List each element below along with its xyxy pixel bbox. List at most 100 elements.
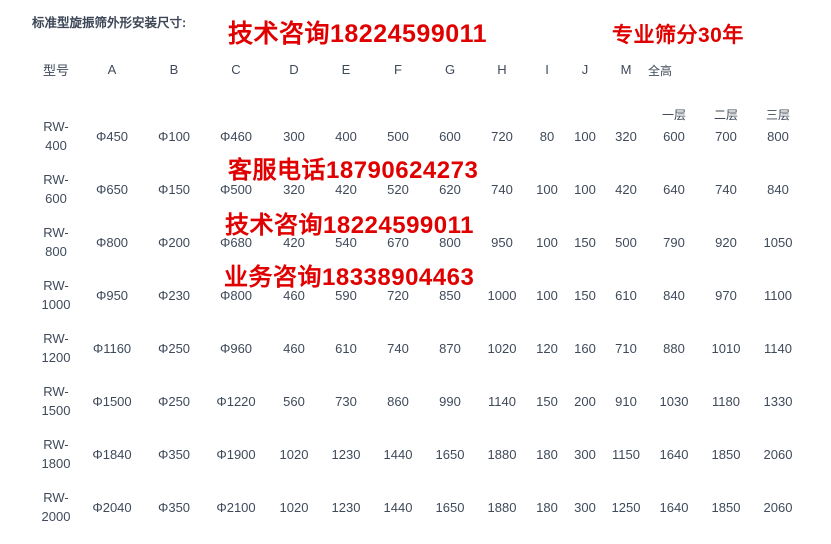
- cell-value: 160: [574, 341, 596, 356]
- model-size: 2000: [41, 508, 71, 524]
- cell-value: 1650: [435, 447, 465, 462]
- cell-value: 1250: [611, 500, 641, 515]
- cell-value: 2060: [763, 447, 793, 462]
- table-row: RW- 2000 Φ2040 Φ350 Φ2100 1020 1230 1440 1650 188…: [32, 481, 804, 534]
- table-row: RW- 1000 Φ950 Φ230 Φ800 460 590 720 850 1000 100 15…: [32, 269, 804, 322]
- table-row: RW- 1200 Φ1160 Φ250 Φ960 460 610 740 870 1020 120 1…: [32, 322, 804, 375]
- model-size: 1000: [41, 296, 71, 312]
- specification-table: 型号 A B C D E F G H I J M 全高: [32, 58, 804, 534]
- cell-value: Φ460: [219, 129, 253, 144]
- cell-value: 150: [574, 235, 596, 250]
- cell-value: 100: [574, 182, 596, 197]
- model-prefix: RW-: [43, 489, 69, 505]
- column-header-g: G: [444, 62, 456, 77]
- cell-value: 300: [283, 129, 305, 144]
- cell-value: 1640: [659, 447, 689, 462]
- column-header-e: E: [341, 62, 351, 77]
- cell-value: 500: [615, 235, 637, 250]
- cell-value: 500: [387, 129, 409, 144]
- table-header-row: 型号 A B C D E F G H I J M 全高: [32, 58, 804, 122]
- cell-value: Φ1840: [92, 447, 132, 462]
- cell-value: 1230: [331, 447, 361, 462]
- cell-value: 1030: [659, 394, 689, 409]
- column-header-layer-2: 二层: [713, 108, 738, 122]
- column-header-model: 型号: [42, 63, 69, 78]
- cell-value: Φ1900: [216, 447, 256, 462]
- cell-value: Φ200: [157, 235, 191, 250]
- cell-value: Φ350: [157, 447, 191, 462]
- cell-value: 1100: [764, 288, 792, 303]
- model-size: 800: [45, 243, 67, 259]
- cell-value: 620: [439, 182, 461, 197]
- model-prefix: RW-: [43, 383, 69, 399]
- cell-value: 80: [539, 129, 555, 144]
- column-header-m: M: [620, 62, 632, 77]
- cell-value: 460: [283, 288, 305, 303]
- cell-value: 1650: [435, 500, 465, 515]
- cell-value: 840: [767, 182, 789, 197]
- model-prefix: RW-: [43, 277, 69, 293]
- cell-value: Φ450: [95, 129, 129, 144]
- model-prefix: RW-: [43, 224, 69, 240]
- cell-value: 1330: [763, 394, 793, 409]
- cell-value: 1020: [487, 341, 517, 356]
- cell-value: Φ950: [95, 288, 129, 303]
- cell-value: 300: [574, 447, 596, 462]
- cell-model: RW- 1000: [32, 269, 80, 322]
- cell-value: 1440: [383, 447, 413, 462]
- cell-value: 150: [536, 394, 558, 409]
- watermark-sales-phone: 业务咨询18338904463: [224, 264, 475, 291]
- cell-value: 1140: [764, 341, 792, 356]
- cell-value: 740: [491, 182, 513, 197]
- column-header-f: F: [394, 62, 402, 77]
- cell-value: Φ350: [157, 500, 191, 515]
- cell-value: 460: [283, 341, 305, 356]
- model-size: 1800: [41, 455, 71, 471]
- cell-value: 1050: [763, 235, 793, 250]
- watermark-service-phone: 客服电话18790624273: [228, 157, 479, 184]
- cell-value: 200: [574, 394, 596, 409]
- cell-value: 640: [663, 182, 685, 197]
- cell-value: 910: [615, 394, 637, 409]
- table-row: RW- 800 Φ800 Φ200 Φ680 420 540 670 800 950 100 150 5…: [32, 216, 804, 269]
- cell-value: 860: [387, 394, 409, 409]
- model-size: 600: [45, 190, 67, 206]
- cell-value: 600: [663, 129, 685, 144]
- cell-model: RW- 1500: [32, 375, 80, 428]
- cell-value: 100: [574, 129, 596, 144]
- cell-value: 880: [663, 341, 685, 356]
- cell-value: Φ1500: [92, 394, 132, 409]
- cell-value: Φ1220: [216, 394, 256, 409]
- cell-value: 740: [715, 182, 737, 197]
- column-header-d: D: [289, 62, 299, 77]
- cell-value: 720: [387, 288, 409, 303]
- watermark-top-phone: 技术咨询18224599011: [228, 20, 488, 48]
- column-header-h: H: [497, 62, 507, 77]
- page-title: 标准型旋振筛外形安装尺寸:: [32, 16, 187, 30]
- cell-value: 800: [767, 129, 789, 144]
- cell-value: Φ150: [157, 182, 191, 197]
- model-prefix: RW-: [43, 436, 69, 452]
- cell-value: 180: [536, 447, 558, 462]
- cell-value: Φ250: [157, 394, 191, 409]
- table-row: RW- 600 Φ650 Φ150 Φ500 320 420 520 620 740 100 100 4…: [32, 163, 804, 216]
- cell-value: 420: [283, 235, 305, 250]
- cell-model: RW- 1800: [32, 428, 80, 481]
- cell-value: Φ230: [157, 288, 191, 303]
- cell-value: 180: [536, 500, 558, 515]
- cell-value: 600: [439, 129, 461, 144]
- cell-value: 300: [574, 500, 596, 515]
- cell-value: 1000: [487, 288, 517, 303]
- cell-value: 590: [335, 288, 357, 303]
- cell-value: 100: [536, 235, 558, 250]
- cell-value: 320: [615, 129, 637, 144]
- cell-value: 990: [439, 394, 461, 409]
- cell-value: 730: [335, 394, 357, 409]
- cell-value: 420: [335, 182, 357, 197]
- column-header-i: I: [545, 62, 549, 77]
- column-header-c: C: [231, 62, 241, 77]
- column-header-b: B: [169, 62, 179, 77]
- model-prefix: RW-: [43, 171, 69, 187]
- table-body: RW- 400 Φ450 Φ100 Φ460 300 400 500 600 720 80 100 32…: [32, 110, 804, 534]
